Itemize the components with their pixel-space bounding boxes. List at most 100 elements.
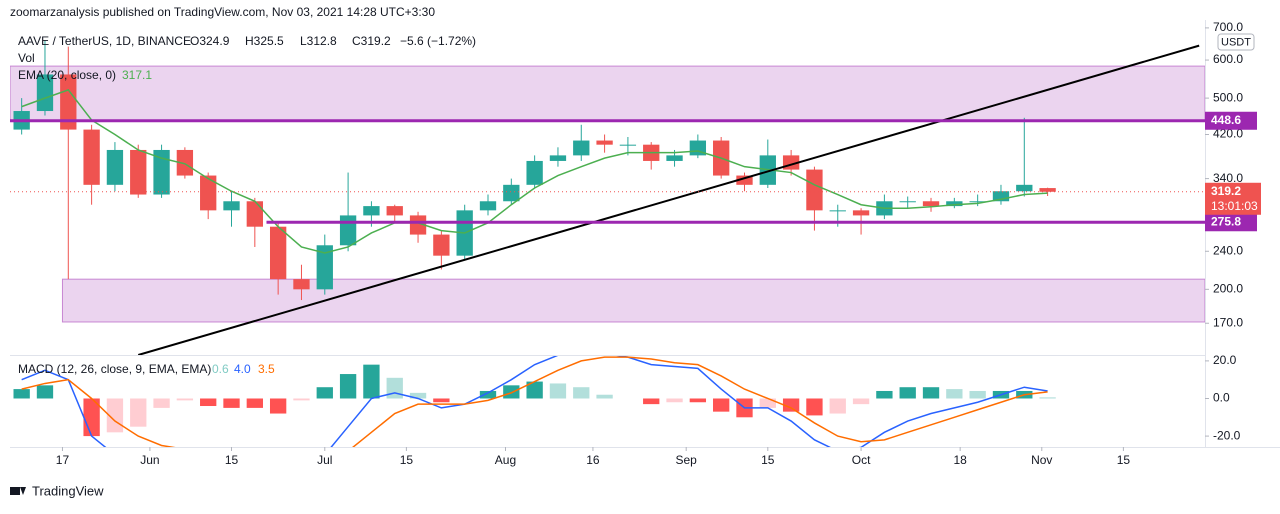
level-tag-label: 448.6 (1211, 113, 1241, 127)
macd-label: MACD (12, 26, close, 9, EMA, EMA) (18, 362, 211, 376)
publisher: zoomarzanalysis published on TradingView… (10, 5, 435, 19)
currency-badge[interactable] (1217, 33, 1255, 51)
x-tick-label: 17 (56, 453, 70, 467)
y-tick-label: 170.0 (1213, 315, 1243, 329)
candle-body (503, 184, 520, 202)
y-tick-label: 340.0 (1213, 171, 1243, 185)
currency[interactable]: USDT (1221, 36, 1251, 48)
macd-bar (666, 398, 683, 403)
candle-body (409, 215, 427, 235)
macd-bar (316, 387, 333, 399)
candle-body (153, 149, 170, 195)
macd-bar (876, 390, 893, 399)
macd-bar (946, 389, 963, 399)
candle-body (36, 74, 54, 112)
y-tick-label: 200.0 (1213, 281, 1243, 295)
candle-body (176, 149, 194, 176)
candle-body (852, 210, 870, 216)
x-tick-label: Aug (495, 453, 516, 467)
candle-body (130, 149, 147, 195)
candle-body (433, 234, 450, 256)
macd-line (21, 356, 1048, 447)
candle-body (573, 140, 590, 156)
logo (10, 487, 26, 495)
o: O324.9 (190, 34, 230, 48)
macd-bar (479, 390, 497, 399)
macd-bar (503, 385, 520, 399)
candle-body (316, 245, 333, 290)
change: −5.6 (−1.72%) (400, 34, 476, 48)
macd-bar (1039, 397, 1056, 399)
candle-body (549, 155, 567, 161)
x-tick-label: 15 (225, 453, 239, 467)
x-tick-label: 15 (1117, 453, 1131, 467)
macd-bar (363, 364, 380, 399)
price-tag (1205, 182, 1261, 215)
macd-bar (922, 387, 940, 399)
candle-body (363, 206, 380, 216)
y-tick-label: 500.0 (1213, 90, 1243, 104)
y-tick-label: 700.0 (1213, 20, 1243, 34)
candle-body (1016, 184, 1033, 192)
zone (10, 65, 1205, 122)
signal-value: 3.5 (258, 362, 275, 376)
signal-line (21, 356, 1048, 447)
macd-bar (246, 398, 263, 408)
candle-body (946, 201, 963, 207)
candle-body (246, 201, 263, 227)
macd-bar (36, 385, 54, 399)
candle-body (992, 191, 1010, 202)
macd-bar (969, 390, 986, 399)
ema-value: 317.1 (122, 68, 152, 82)
macd-bar (829, 398, 846, 414)
c: C319.2 (352, 34, 391, 48)
x-tick-label: 15 (400, 453, 414, 467)
macd-bar (782, 398, 800, 412)
macd-bar (153, 398, 170, 408)
macd-bar (293, 398, 310, 401)
l: L312.8 (300, 34, 337, 48)
x-tick-label: Jul (317, 453, 332, 467)
zone (61, 278, 1205, 323)
macd-bar (13, 389, 30, 399)
macd-bar (269, 398, 287, 414)
macd-bar (386, 377, 403, 399)
y-tick-label: 240.0 (1213, 243, 1243, 257)
footer: TradingView (32, 483, 104, 498)
macd-bar (549, 383, 567, 399)
candle-body (922, 201, 940, 207)
x-tick-label: Jun (140, 453, 159, 467)
macd-bar (899, 387, 916, 399)
candle-body (596, 140, 613, 145)
ema-line (21, 89, 1048, 254)
candle-body (83, 129, 100, 185)
macd-bar (596, 394, 613, 399)
candle-body (666, 155, 683, 161)
candle-body (736, 175, 753, 185)
y-tick-label: -20.0 (1213, 428, 1241, 442)
y-tick-label: 0.0 (1213, 391, 1230, 405)
candle-body (60, 74, 77, 130)
y-tick-label: 600.0 (1213, 52, 1243, 66)
level-tag-label: 275.8 (1211, 214, 1241, 228)
macd-value: 4.0 (234, 362, 251, 376)
symbol: AAVE / TetherUS, 1D, BINANCE (18, 34, 191, 48)
h: H325.5 (245, 34, 284, 48)
ema-label: EMA (20, close, 0) (18, 68, 116, 82)
macd-bar (409, 392, 427, 399)
candle-body (106, 149, 124, 185)
level-tag (1205, 213, 1257, 232)
macd-bar (759, 398, 776, 408)
macd-bar (433, 398, 450, 403)
candle-body (223, 201, 240, 211)
trend-line (137, 44, 1200, 355)
candle-body (619, 144, 637, 146)
macd-bar (176, 398, 194, 401)
candle-body (806, 169, 823, 211)
macd-bar (200, 398, 217, 407)
x-tick-label: Sep (676, 453, 698, 467)
y-tick-label: 420.0 (1213, 127, 1243, 141)
candle-body (526, 160, 543, 185)
countdown: 13:01:03 (1211, 199, 1258, 213)
macd-bar (689, 398, 707, 403)
